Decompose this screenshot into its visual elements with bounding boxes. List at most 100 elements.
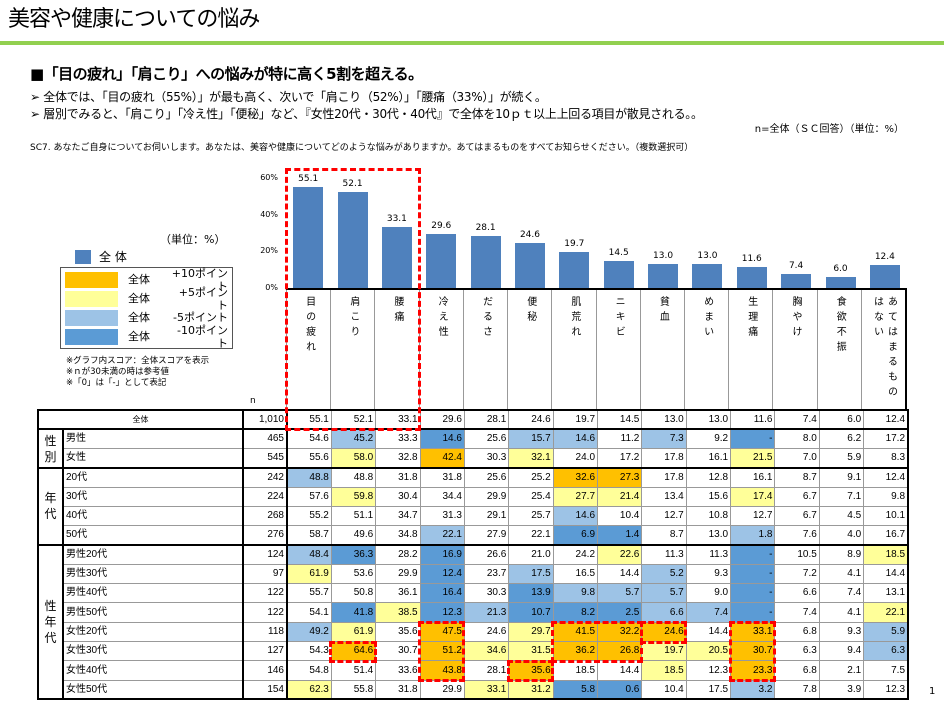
- value-cell: 15.6: [685, 486, 732, 507]
- category-label: 腰痛: [392, 296, 404, 326]
- note: ※ｎが30未満の時は参考値: [66, 367, 169, 377]
- value-cell: 10.8: [685, 505, 732, 527]
- value-cell: 41.8: [330, 602, 377, 623]
- value-cell: 24.0: [552, 448, 599, 469]
- value-cell: 5.9: [863, 621, 909, 643]
- value-cell: 32.8: [375, 448, 421, 469]
- category-label: 便秘: [524, 296, 536, 326]
- value-cell: 34.6: [463, 641, 510, 662]
- row-label: 40代: [62, 505, 244, 527]
- table-row: 女性20代 118 49.2 61.9 35.6 47.5 24.6 29.7 41.5 32.2…: [38, 621, 909, 643]
- bar-value-label: 33.1: [386, 214, 407, 225]
- category-header-cell: 便秘: [507, 290, 551, 409]
- value-cell: 11.6: [730, 409, 776, 430]
- sample-size: 146: [242, 660, 288, 681]
- value-cell: 9.1: [818, 466, 865, 488]
- value-cell: 34.4: [419, 486, 465, 507]
- category-label: 目の疲れ: [303, 296, 315, 356]
- value-cell: 13.0: [685, 525, 732, 546]
- value-cell: 21.5: [730, 448, 776, 469]
- value-cell: 42.4: [419, 448, 465, 469]
- value-cell: 18.5: [552, 660, 599, 681]
- legend-swatch: [65, 271, 118, 288]
- category-header-cell: ニキビ: [595, 290, 640, 409]
- category-label: だるさ: [480, 296, 492, 341]
- value-cell: 7.4: [685, 602, 732, 623]
- value-cell: 49.6: [330, 525, 377, 546]
- value-cell: 5.8: [552, 679, 599, 700]
- legend-item-label: 全体: [128, 311, 150, 324]
- value-cell: 35.6: [375, 621, 421, 643]
- value-cell: 57.6: [286, 486, 332, 507]
- value-cell: 3.2: [730, 679, 776, 700]
- value-cell: 18.5: [863, 544, 909, 565]
- value-cell: 27.9: [463, 525, 510, 546]
- value-cell: 12.7: [730, 505, 776, 527]
- legend-item-threshold: +5ポイント: [178, 285, 228, 312]
- value-cell: 17.2: [597, 448, 643, 469]
- row-label: 50代: [62, 525, 244, 546]
- category-label: 食欲不振: [834, 296, 846, 356]
- table-row: 40代 268 55.2 51.1 34.7 31.3 29.1 25.7 14.6 10.4 12…: [38, 505, 909, 527]
- table-row: 女性50代 154 62.3 55.8 31.8 29.9 33.1 31.2 5.8 0.6 10…: [38, 679, 909, 700]
- bar-value-label: 14.5: [608, 248, 629, 259]
- category-label: あてはまるものはない: [871, 296, 897, 401]
- value-cell: 9.8: [863, 486, 909, 507]
- table-row: 女性 545 55.6 58.0 32.8 42.4 30.3 32.1 24.0 17.2 17.…: [38, 448, 909, 469]
- sample-size: 242: [242, 466, 288, 488]
- value-cell: 59.8: [330, 486, 377, 507]
- value-cell: 16.5: [552, 563, 599, 585]
- value-cell: 7.3: [641, 428, 687, 450]
- value-cell: 53.6: [330, 563, 377, 585]
- question-text: SC7. あなたご自身についてお伺いします。あなたは、美容や健康についてどのよう…: [30, 143, 694, 153]
- bar: [293, 186, 324, 288]
- value-cell: 31.8: [375, 679, 421, 700]
- page-number: 1: [929, 686, 936, 697]
- value-cell: 6.6: [641, 602, 687, 623]
- value-cell: 32.1: [508, 448, 554, 469]
- value-cell: 55.1: [286, 409, 332, 430]
- value-cell: 55.6: [286, 448, 332, 469]
- category-header-cell: だるさ: [462, 290, 507, 409]
- value-cell: 1.4: [597, 525, 643, 546]
- row-label: 女性: [62, 448, 244, 469]
- value-cell: 8.7: [774, 466, 820, 488]
- value-cell: 30.3: [463, 583, 510, 604]
- category-label: 冷え性: [436, 296, 448, 341]
- value-cell: 9.2: [685, 428, 732, 450]
- value-cell: 12.8: [685, 466, 732, 488]
- bar: [470, 236, 501, 288]
- value-cell: 36.1: [375, 583, 421, 604]
- value-cell: 48.8: [330, 466, 377, 488]
- value-cell: 22.1: [863, 602, 909, 623]
- category-header-cell: 冷え性: [418, 290, 463, 409]
- value-cell: 13.0: [685, 409, 732, 430]
- bar: [781, 274, 812, 288]
- value-cell: 8.9: [818, 544, 865, 565]
- value-cell: 19.7: [641, 641, 687, 662]
- value-cell: 8.3: [863, 448, 909, 469]
- category-label: 貧血: [657, 296, 669, 326]
- bar: [825, 276, 856, 288]
- bar: [736, 266, 767, 288]
- value-cell: 31.3: [419, 505, 465, 527]
- value-cell: 11.3: [685, 544, 732, 565]
- value-cell: 29.9: [375, 563, 421, 585]
- value-cell: 17.8: [641, 448, 687, 469]
- value-cell: 33.6: [375, 660, 421, 681]
- value-cell: 4.5: [818, 505, 865, 527]
- value-cell: 21.0: [508, 544, 554, 565]
- value-cell: 10.1: [863, 505, 909, 527]
- value-cell: 29.9: [419, 679, 465, 700]
- value-cell: 18.5: [641, 660, 687, 681]
- category-header-cell: 胸やけ: [772, 290, 816, 409]
- value-cell: 12.3: [685, 660, 732, 681]
- value-cell: 49.2: [286, 621, 332, 643]
- value-cell: 34.7: [375, 505, 421, 527]
- value-cell: 47.5: [419, 621, 465, 643]
- value-cell: 9.8: [552, 583, 599, 604]
- value-cell: 14.6: [419, 428, 465, 450]
- value-cell: 14.4: [863, 563, 909, 585]
- legend-total-label: 全 体: [99, 250, 127, 264]
- value-cell: 61.9: [286, 563, 332, 585]
